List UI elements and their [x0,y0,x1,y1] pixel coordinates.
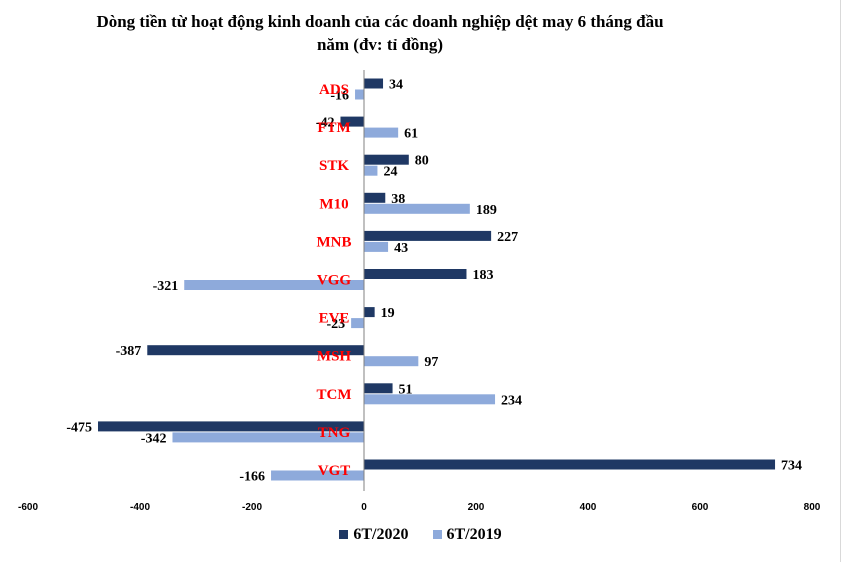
value-label-vgt-6t2020: 734 [781,459,802,474]
x-tick-label-200: 200 [468,502,485,513]
bar-ads-6t2019 [355,89,364,100]
bar-tng-6t2020 [98,421,364,432]
value-label-vgt-6t2019: -166 [239,470,265,485]
value-label-tcm-6t2020: 51 [399,382,413,397]
x-tick-label-600: 600 [692,502,709,513]
x-tick-label-0: 0 [361,502,367,513]
legend-swatch-2019 [432,529,442,539]
bar-msh-6t2020 [147,345,364,356]
x-tick-label-400: 400 [580,502,597,513]
bar-tcm-6t2020 [364,383,393,394]
bar-ftm-6t2020 [340,116,364,127]
bar-m10-6t2020 [364,192,386,203]
bar-stk-6t2019 [364,165,378,176]
legend-swatch-2020 [339,529,349,539]
bar-ads-6t2020 [364,78,384,89]
x-tick-label--600: -600 [18,502,38,513]
bar-vgt-6t2020 [364,459,776,470]
value-label-msh-6t2019: 97 [424,355,438,370]
chart-title: Dòng tiền từ hoạt động kinh doanh của cá… [96,12,664,54]
value-label-m10-6t2019: 189 [476,203,497,218]
bar-mnb-6t2020 [364,230,492,241]
value-label-mnb-6t2019: 43 [394,241,408,256]
bar-vgg-6t2019 [184,280,364,290]
bar-m10-6t2019 [364,203,470,214]
category-label-vgg: VGG [317,273,352,289]
category-label-tcm: TCM [317,387,352,403]
value-label-ads-6t2020: 34 [389,78,403,93]
value-label-vgg-6t2020: 183 [472,268,493,283]
bar-vgt-6t2019 [271,470,364,481]
value-label-ftm-6t2020: -42 [316,116,335,131]
bar-vgg-6t2020 [364,269,467,279]
value-label-tng-6t2020: -475 [66,420,92,435]
value-label-stk-6t2019: 24 [383,165,397,180]
value-label-eve-6t2020: 19 [381,306,395,321]
legend-item-2020: 6T/2020 [339,526,409,544]
bar-tcm-6t2019 [364,394,496,405]
legend-label-2019: 6T/2019 [446,526,502,543]
bar-ftm-6t2019 [364,127,399,138]
category-label-ftm: FTM [317,120,350,136]
bar-eve-6t2019 [351,318,364,329]
x-tick-label-800: 800 [804,502,821,513]
value-label-ads-6t2019: -16 [330,89,349,104]
category-label-mnb: MNB [317,234,352,250]
bar-tng-6t2019 [172,432,364,443]
value-label-eve-6t2019: -23 [326,317,345,332]
value-label-msh-6t2020: -387 [116,344,142,359]
value-label-m10-6t2020: 38 [391,192,405,207]
category-label-tng: TNG [318,425,351,441]
bar-mnb-6t2019 [364,241,389,252]
bar-eve-6t2020 [364,307,375,318]
legend-label-2020: 6T/2020 [353,526,409,543]
bar-stk-6t2020 [364,154,409,165]
x-tick-label--200: -200 [242,502,262,513]
value-label-stk-6t2020: 80 [415,154,429,169]
value-label-tng-6t2019: -342 [141,431,167,446]
legend-item-2019: 6T/2019 [432,526,502,544]
value-label-ftm-6t2019: 61 [404,127,418,142]
x-tick-label--400: -400 [130,502,150,513]
category-label-stk: STK [319,158,349,174]
legend: 6T/2020 6T/2019 [0,526,841,544]
category-label-ads: ADS [319,82,349,98]
bar-msh-6t2019 [364,356,419,367]
category-label-vgt: VGT [318,463,351,479]
value-label-tcm-6t2019: 234 [501,393,522,408]
category-label-m10: M10 [319,196,348,212]
value-label-mnb-6t2020: 227 [497,230,518,245]
value-label-vgg-6t2019: -321 [153,279,179,294]
category-label-eve: EVE [319,311,350,327]
category-label-msh: MSH [317,349,352,365]
